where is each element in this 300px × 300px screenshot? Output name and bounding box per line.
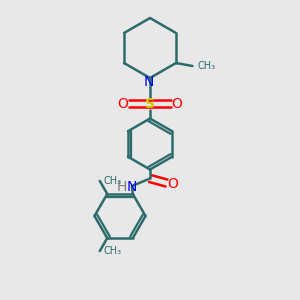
Text: O: O xyxy=(172,97,182,110)
Text: CH₃: CH₃ xyxy=(103,176,122,186)
Text: O: O xyxy=(118,97,128,110)
Text: N: N xyxy=(127,181,137,194)
Text: N: N xyxy=(143,76,154,89)
Text: O: O xyxy=(168,178,178,191)
Text: H: H xyxy=(116,181,127,194)
Text: CH₃: CH₃ xyxy=(103,246,122,256)
Text: S: S xyxy=(145,97,155,110)
Text: CH₃: CH₃ xyxy=(198,61,216,71)
